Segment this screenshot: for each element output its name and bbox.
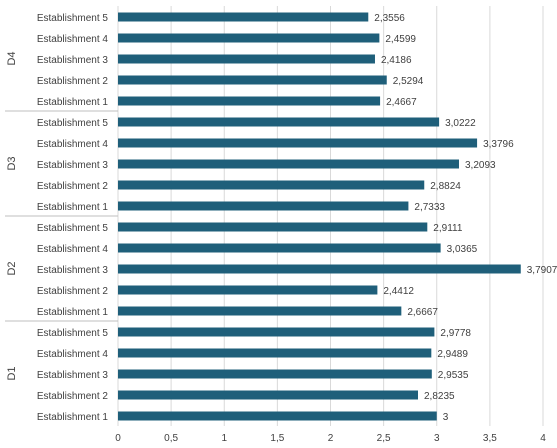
data-labels: 2,3556 2,4599 2,4186 2,5294 2,4667 3,0222 3,37… (374, 13, 557, 423)
x-tick-label: 2,5 (377, 433, 391, 444)
bar (118, 306, 402, 316)
category-label: Establishment 4 (37, 349, 109, 360)
x-tick-label: 3 (434, 433, 440, 444)
bar (118, 54, 375, 64)
x-tick-label: 0,5 (164, 433, 178, 444)
category-label: Establishment 5 (37, 223, 109, 234)
group-label: D1 (6, 366, 18, 380)
data-label: 3 (443, 412, 449, 423)
bar (118, 33, 380, 43)
category-label: Establishment 2 (37, 286, 109, 297)
category-label: Establishment 1 (37, 202, 109, 213)
category-label: Establishment 1 (37, 412, 109, 423)
bar (118, 243, 441, 253)
gridlines (117, 6, 544, 426)
bars (118, 12, 521, 421)
data-label: 2,7333 (414, 202, 445, 213)
bar (118, 117, 440, 127)
category-labels: Establishment 5 Establishment 4 Establishm… (37, 13, 109, 423)
bar (118, 369, 432, 379)
bar (118, 75, 387, 85)
bar (118, 411, 437, 421)
x-tick-label: 2 (328, 433, 334, 444)
group-separators (5, 110, 118, 322)
x-tick-label: 1 (221, 433, 227, 444)
data-label: 2,4599 (385, 34, 416, 45)
x-tick-label: 3,5 (483, 433, 497, 444)
bar (118, 96, 381, 106)
bar (118, 138, 478, 148)
bar (118, 180, 425, 190)
data-label: 3,2093 (465, 160, 496, 171)
bar (118, 264, 521, 274)
category-label: Establishment 3 (37, 265, 109, 276)
group-label: D3 (6, 156, 18, 170)
data-label: 2,5294 (393, 76, 424, 87)
group-label: D4 (6, 51, 18, 65)
data-label: 2,9535 (438, 370, 469, 381)
category-label: Establishment 5 (37, 13, 109, 24)
bar (118, 159, 459, 169)
data-label: 2,8824 (430, 181, 461, 192)
category-label: Establishment 4 (37, 244, 109, 255)
category-label: Establishment 5 (37, 328, 109, 339)
category-label: Establishment 2 (37, 76, 109, 87)
category-label: Establishment 4 (37, 139, 109, 150)
category-label: Establishment 2 (37, 181, 109, 192)
category-label: Establishment 1 (37, 307, 109, 318)
data-label: 2,9111 (433, 223, 463, 234)
category-label: Establishment 4 (37, 34, 109, 45)
group-label: D2 (6, 261, 18, 275)
data-label: 2,9489 (437, 349, 468, 360)
bar (118, 348, 432, 358)
bar (118, 327, 435, 337)
data-label: 2,6667 (407, 307, 438, 318)
bar (118, 222, 428, 232)
bar (118, 285, 378, 295)
bar (118, 12, 369, 22)
data-label: 3,3796 (483, 139, 514, 150)
data-label: 2,8235 (424, 391, 455, 402)
group-labels: D4 D3 D2 D1 (6, 51, 18, 380)
data-label: 3,0365 (447, 244, 478, 255)
data-label: 2,4412 (383, 286, 414, 297)
category-label: Establishment 1 (37, 97, 109, 108)
x-tick-label: 0 (115, 433, 121, 444)
category-label: Establishment 3 (37, 160, 109, 171)
data-label: 2,3556 (374, 13, 405, 24)
x-tick-label: 4 (540, 433, 546, 444)
category-label: Establishment 3 (37, 370, 109, 381)
data-label: 2,4186 (381, 55, 412, 66)
category-label: Establishment 2 (37, 391, 109, 402)
x-tick-label: 1,5 (270, 433, 284, 444)
category-label: Establishment 3 (37, 55, 109, 66)
data-label: 2,9778 (440, 328, 471, 339)
data-label: 2,4667 (386, 97, 417, 108)
bar (118, 390, 418, 400)
category-label: Establishment 5 (37, 118, 109, 129)
bar (118, 201, 409, 211)
x-axis-ticks: 0 0,5 1 1,5 2 2,5 3 3,5 4 (115, 433, 546, 444)
data-label: 3,7907 (527, 265, 557, 276)
data-label: 3,0222 (445, 118, 476, 129)
